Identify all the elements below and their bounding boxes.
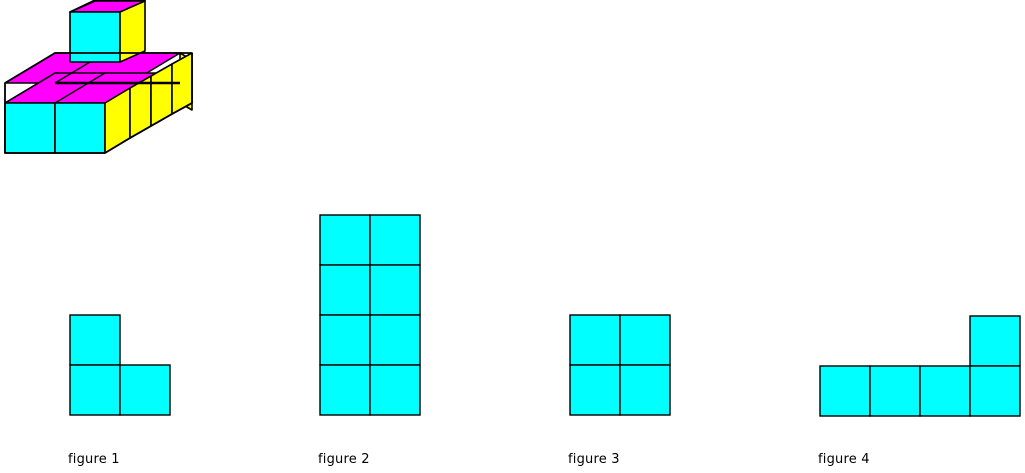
top-divider-front-a [4,72,56,104]
top-cube-right-face [119,0,146,63]
figure-4-cell-1 [819,365,871,417]
figure-2-cell-7 [369,364,421,416]
figure-4-label: figure 4 [818,452,870,467]
front-cube-1-front-face [4,102,56,154]
figure-2-cell-2 [319,264,371,316]
figure-2-cell-3 [369,264,421,316]
figure-1-label: figure 1 [68,452,120,467]
outline-left-edge [4,83,105,154]
outline-right-edge [104,53,193,154]
figure-2-cell-1 [369,214,421,266]
figure-2-label: figure 2 [318,452,370,467]
figure-2-cell-5 [369,314,421,366]
figure-3-cell-2 [569,364,621,416]
figure-4-shape [819,315,1021,417]
top-cube-front-face [69,11,121,63]
figure-4-cell-0 [969,315,1021,367]
figure-1-cell-0 [69,314,121,366]
figure-3-shape [569,314,671,416]
outline-back-edge [4,52,192,84]
figure-2-cell-6 [319,364,371,416]
figure-1-shape [69,314,171,416]
figure-4-cell-4 [969,365,1021,417]
figure-3-cell-1 [619,314,671,366]
stack-outline [4,52,193,154]
figure-1-cell-2 [119,364,171,416]
isometric-cube-stack [4,0,193,154]
figure-3-cell-3 [619,364,671,416]
front-cube-2-front-face [54,102,106,154]
figure-3-cell-0 [569,314,621,366]
figure-2-cell-0 [319,214,371,266]
top-divider-front-b [54,72,106,104]
figure-1-cell-1 [69,364,121,416]
top-cube [69,0,146,63]
base-front-row [4,52,193,154]
figure-2-cell-4 [319,314,371,366]
figure-3-label: figure 3 [568,452,620,467]
figure-4-cell-2 [869,365,921,417]
figure-4-cell-3 [919,365,971,417]
figure-2-shape [319,214,421,416]
